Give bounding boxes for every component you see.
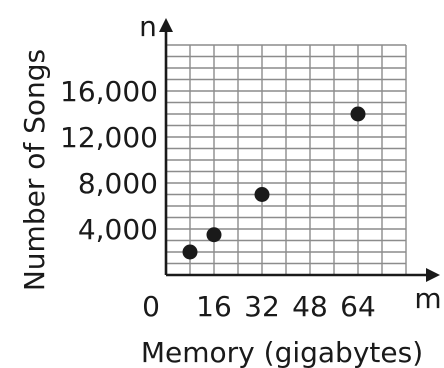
grid-lines [166, 44, 407, 275]
data-point [254, 187, 270, 202]
x-tick-label: 16 [196, 290, 232, 323]
data-point [182, 244, 198, 260]
y-axis-arrow [159, 18, 173, 32]
y-variable-label: n [139, 10, 157, 43]
tick-labels: 16 32 48 64 4,000 8,000 12,000 16,000 [60, 75, 376, 323]
data-point [206, 227, 222, 243]
x-tick-label: 64 [340, 290, 376, 323]
y-axis-title: Number of Songs [18, 49, 51, 291]
y-tick-label: 12,000 [60, 121, 158, 154]
x-axis-arrow [426, 268, 440, 282]
y-tick-label: 8,000 [78, 167, 158, 200]
x-tick-label: 32 [244, 290, 280, 323]
data-points [182, 106, 366, 260]
x-variable-label: m [414, 282, 441, 315]
y-tick-label: 4,000 [78, 213, 158, 246]
data-point [350, 106, 366, 122]
y-tick-label: 16,000 [60, 75, 158, 108]
x-tick-label: 48 [292, 290, 328, 323]
x-axis-title: Memory (gigabytes) [141, 336, 423, 368]
x-origin-label: 0 [142, 290, 160, 323]
axes [159, 18, 440, 282]
